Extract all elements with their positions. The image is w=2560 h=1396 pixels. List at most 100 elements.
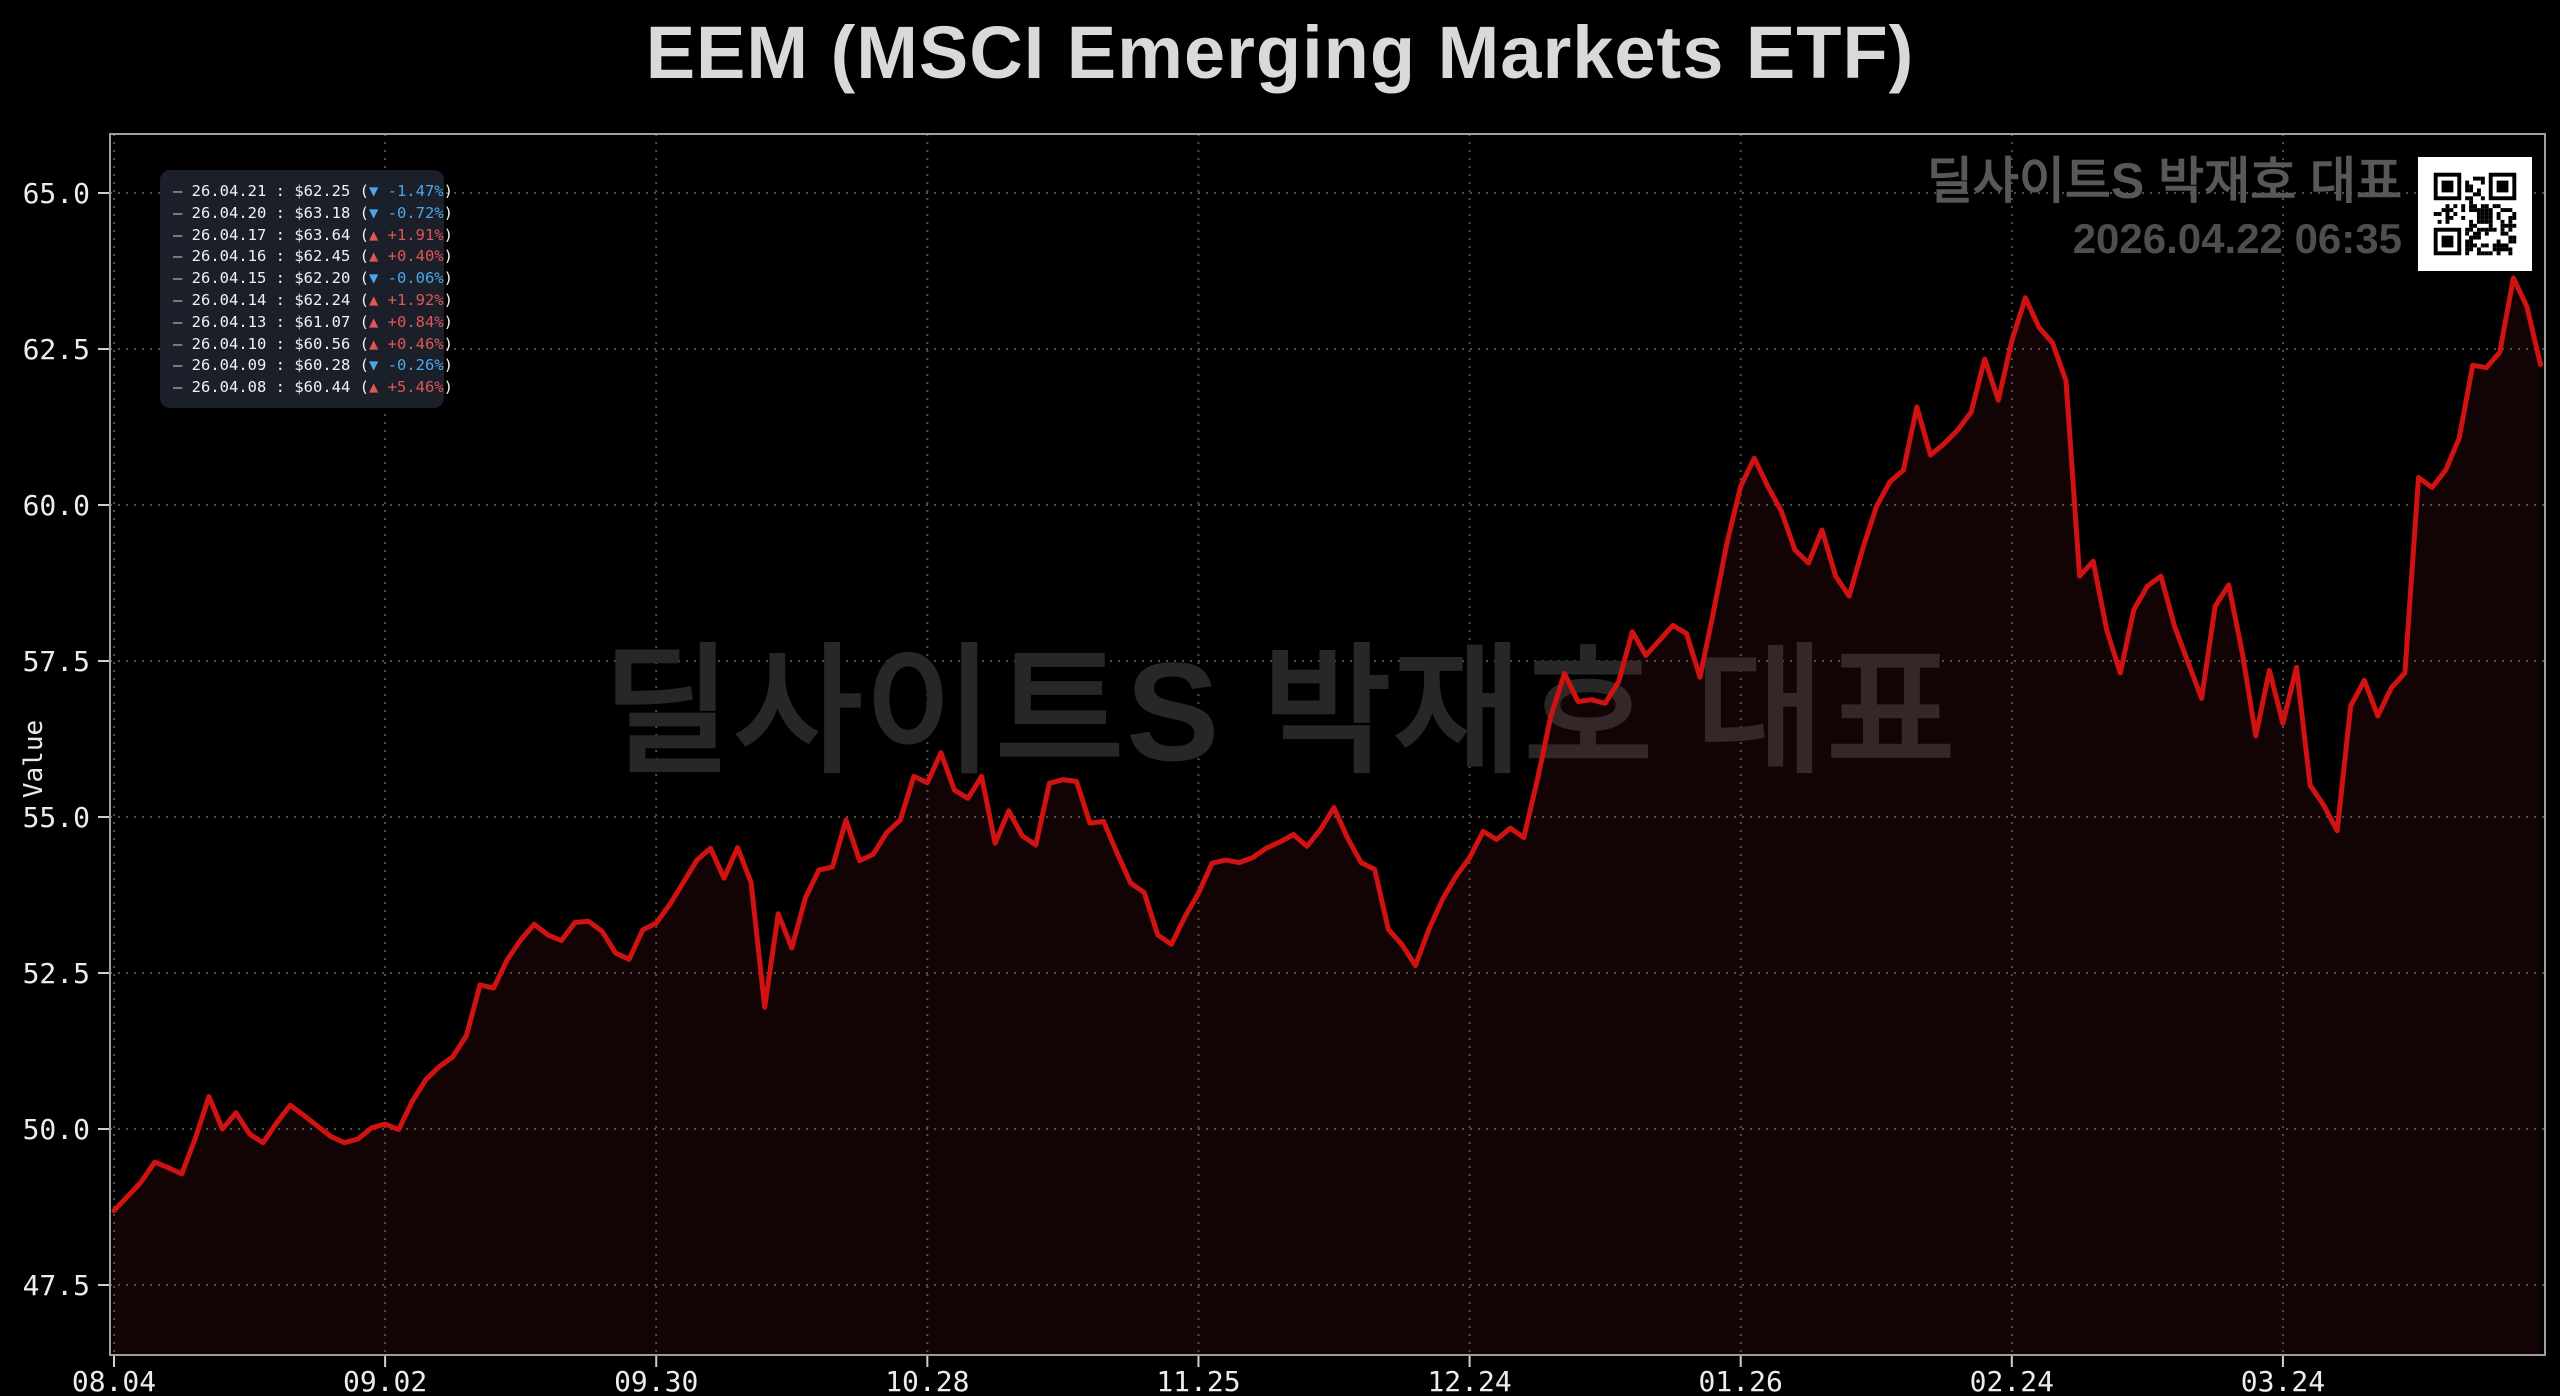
qr-module [2492, 227, 2497, 232]
qr-module [2453, 204, 2458, 209]
qr-module [2500, 247, 2505, 252]
qr-module [2496, 204, 2501, 209]
qr-module [2437, 219, 2442, 224]
legend-row-change: ▲ +0.40% [368, 247, 444, 266]
qr-module [2504, 208, 2509, 213]
qr-module [2433, 212, 2438, 216]
qr-module [2504, 223, 2509, 228]
legend-row: – 26.04.09 : $60.28 (▼ -0.26%) [173, 355, 453, 377]
qr-module [2469, 208, 2474, 213]
qr-module [2508, 235, 2513, 240]
qr-module [2449, 208, 2454, 213]
x-tick-label: 10.28 [885, 1365, 969, 1396]
qr-module [2476, 251, 2481, 256]
qr-module [2512, 215, 2517, 220]
page-title: EEM (MSCI Emerging Markets ETF) [645, 11, 1915, 94]
qr-module [2465, 196, 2470, 201]
qr-module [2488, 251, 2493, 256]
qr-module [2484, 208, 2489, 213]
qr-module [2445, 219, 2450, 224]
qr-module [2465, 251, 2470, 256]
legend-row-dash: – [173, 290, 192, 309]
qr-module [2469, 204, 2474, 209]
qr-module [2453, 212, 2458, 216]
y-tick-label: 47.5 [23, 1269, 90, 1302]
qr-module [2488, 219, 2493, 224]
qr-module [2461, 204, 2466, 209]
legend-row-text: 26.04.21 : $62.25 ( [191, 182, 369, 200]
legend-row-text: 26.04.10 : $60.56 ( [191, 334, 369, 353]
qr-module [2473, 223, 2477, 228]
qr-module [2500, 227, 2505, 232]
legend-row-dash: – [173, 378, 192, 397]
qr-module [2496, 243, 2501, 248]
legend-row-change: ▼ -1.47% [368, 182, 444, 200]
qr-module [2512, 212, 2517, 216]
qr-module [2484, 212, 2489, 216]
qr-module [2465, 239, 2470, 244]
qr-module [2476, 219, 2481, 224]
y-tick-label: 57.5 [23, 645, 90, 678]
x-tick-label: 09.30 [614, 1365, 698, 1396]
qr-module [2484, 215, 2489, 220]
qr-module [2480, 215, 2485, 220]
qr-module [2508, 239, 2513, 244]
legend-row-dash: – [173, 356, 192, 375]
x-tick-label: 01.26 [1699, 1365, 1783, 1396]
legend-row-dash: – [173, 182, 192, 200]
legend-row-dash: – [173, 334, 192, 353]
qr-module [2480, 227, 2485, 232]
legend-row-text: ) [443, 356, 453, 375]
x-tick-label: 12.24 [1427, 1365, 1511, 1396]
qr-module [2461, 208, 2466, 213]
y-tick-label: 55.0 [23, 801, 90, 834]
qr-module [2508, 219, 2513, 224]
x-tick-label: 02.24 [1970, 1365, 2054, 1396]
qr-module [2480, 208, 2485, 213]
legend-row-text: ) [443, 378, 453, 397]
legend-row: – 26.04.21 : $62.25 (▼ -1.47%) [173, 181, 453, 203]
legend-row: – 26.04.10 : $60.56 (▲ +0.46%) [173, 334, 453, 356]
qr-module [2469, 188, 2474, 193]
qr-module [2473, 243, 2477, 248]
qr-module [2473, 231, 2477, 236]
qr-module [2480, 212, 2485, 216]
qr-module [2484, 219, 2489, 224]
legend-row-text: 26.04.08 : $60.44 ( [191, 378, 369, 397]
qr-module [2473, 176, 2477, 181]
qr-module [2465, 184, 2470, 189]
qr-module [2500, 223, 2505, 228]
x-tick-label: 03.24 [2241, 1365, 2325, 1396]
qr-module [2469, 196, 2474, 201]
legend-row-change: ▼ -0.72% [368, 203, 444, 222]
qr-module [2445, 215, 2450, 220]
qr-module [2445, 212, 2450, 216]
qr-module [2469, 227, 2474, 232]
legend-row-dash: – [173, 269, 192, 288]
qr-module [2504, 231, 2509, 236]
legend-row-text: ) [443, 290, 453, 309]
qr-module [2465, 227, 2470, 232]
qr-module [2476, 192, 2481, 197]
qr-module [2476, 176, 2481, 181]
qr-module [2488, 208, 2493, 213]
legend-row-text: 26.04.14 : $62.24 ( [191, 290, 369, 309]
qr-module [2488, 215, 2493, 220]
qr-module [2496, 247, 2501, 252]
qr-module [2512, 223, 2517, 228]
qr-module [2476, 188, 2481, 193]
qr-module [2480, 243, 2485, 248]
timestamp: 2026.04.22 06:35 [2072, 215, 2402, 262]
legend-row-text: ) [443, 225, 453, 244]
legend-row: – 26.04.20 : $63.18 (▼ -0.72%) [173, 203, 453, 225]
qr-module [2488, 227, 2493, 232]
qr-module [2476, 231, 2481, 236]
qr-module [2484, 231, 2489, 236]
legend-row-text: 26.04.17 : $63.64 ( [191, 225, 369, 244]
qr-module [2504, 247, 2509, 252]
qr-module [2484, 251, 2489, 256]
qr-module [2465, 243, 2470, 248]
qr-module [2500, 243, 2505, 248]
legend-row-change: ▲ +1.91% [368, 225, 444, 244]
qr-finder [2496, 180, 2509, 193]
